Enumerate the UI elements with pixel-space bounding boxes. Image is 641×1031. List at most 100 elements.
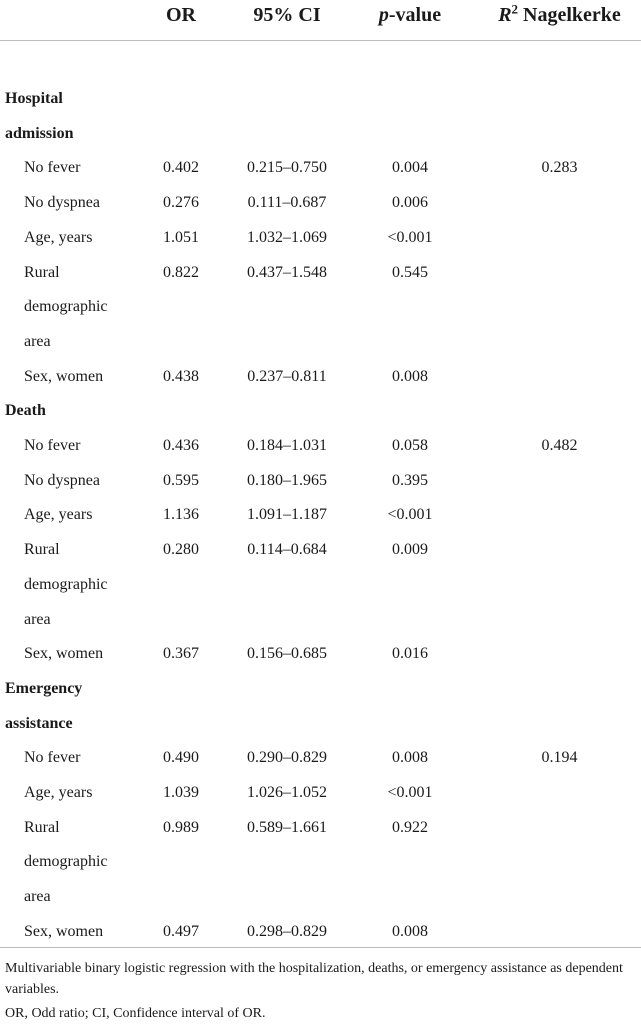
- cell-or: 0.595: [163, 471, 199, 489]
- cell-ci: 0.156–0.685: [247, 645, 327, 663]
- table-row: Rural 0.280 0.114–0.684 0.009: [0, 533, 641, 568]
- cell-or: 0.436: [163, 437, 199, 454]
- table-row: No dyspnea 0.276 0.111–0.687 0.006: [0, 186, 641, 221]
- footnote-abbreviations: OR, Odd ratio; CI, Confidence interval o…: [5, 1006, 266, 1021]
- row-label: Age, years: [24, 228, 93, 246]
- row-label: Sex, women: [24, 645, 104, 663]
- header-p-italic: p: [378, 4, 389, 26]
- cell-p-value: 0.922: [392, 818, 428, 836]
- cell-or: 1.051: [163, 228, 199, 246]
- header-p-value: p-value: [360, 4, 460, 27]
- section-label: admission: [5, 124, 74, 142]
- header-r2-sup: 2: [511, 1, 519, 17]
- cell-p-value: <0.001: [387, 506, 433, 524]
- header-or: OR: [166, 4, 196, 26]
- row-label: area: [24, 332, 51, 350]
- cell-p-value: 0.004: [392, 159, 428, 177]
- cell-or: 1.039: [163, 784, 199, 801]
- cell-ci: 0.290–0.829: [247, 749, 327, 767]
- cell-or: 0.490: [163, 749, 199, 767]
- header-p-rest: -value: [388, 4, 442, 26]
- cell-r2: 0.194: [541, 749, 578, 767]
- cell-or: 0.438: [163, 367, 199, 385]
- cell-ci: 0.298–0.829: [247, 922, 327, 940]
- cell-or: 0.989: [163, 818, 199, 836]
- row-label: Rural: [24, 263, 60, 281]
- section-row: admission: [0, 117, 641, 152]
- row-label: demographic: [24, 853, 108, 871]
- cell-or: 0.497: [163, 922, 199, 940]
- cell-or: 1.136: [163, 506, 199, 524]
- cell-ci: 0.180–1.965: [247, 471, 327, 489]
- section-label: Hospital: [5, 90, 63, 107]
- table-row: Age, years 1.136 1.091–1.187 <0.001: [0, 498, 641, 533]
- row-label: No dyspnea: [24, 471, 100, 489]
- cell-p-value: 0.008: [392, 922, 428, 940]
- row-label: No fever: [24, 159, 81, 177]
- table-row: No fever 0.490 0.290–0.829 0.008 0.194: [0, 741, 641, 776]
- row-label: Rural: [24, 818, 60, 836]
- table-row: area: [0, 880, 641, 915]
- cell-p-value: 0.395: [392, 471, 428, 489]
- row-label: No dyspnea: [24, 194, 100, 212]
- row-label: Age, years: [24, 506, 93, 524]
- row-label: Age, years: [24, 784, 93, 801]
- table-row: demographic: [0, 290, 641, 325]
- cell-ci: 0.215–0.750: [247, 159, 327, 177]
- row-label: area: [24, 610, 51, 628]
- cell-r2: 0.283: [541, 159, 578, 177]
- table-row: demographic: [0, 568, 641, 603]
- row-label: demographic: [24, 575, 108, 593]
- row-label: area: [24, 888, 51, 906]
- cell-or: 0.276: [163, 194, 199, 212]
- table-row: Age, years 1.039 1.026–1.052 <0.001: [0, 776, 641, 811]
- cell-p-value: <0.001: [387, 228, 433, 246]
- row-label: Sex, women: [24, 922, 104, 940]
- section-row: Hospital: [0, 82, 641, 117]
- table-header: OR 95% CI p-value R2 Nagelkerke: [0, 0, 641, 41]
- cell-ci: 0.237–0.811: [247, 367, 327, 385]
- row-label: No fever: [24, 437, 81, 454]
- cell-or: 0.402: [163, 159, 199, 177]
- header-r2-base: R: [498, 4, 512, 26]
- row-label: No fever: [24, 749, 81, 767]
- table-row: No fever 0.436 0.184–1.031 0.058 0.482: [0, 429, 641, 464]
- cell-p-value: 0.009: [392, 541, 428, 559]
- row-label: Sex, women: [24, 367, 104, 385]
- table-row: Age, years 1.051 1.032–1.069 <0.001: [0, 221, 641, 256]
- table-row: Sex, women 0.367 0.156–0.685 0.016: [0, 637, 641, 672]
- cell-ci: 0.114–0.684: [247, 541, 327, 559]
- cell-or: 0.367: [163, 645, 199, 663]
- cell-p-value: 0.058: [392, 437, 428, 454]
- table-row: Rural 0.989 0.589–1.661 0.922: [0, 811, 641, 846]
- table-row: area: [0, 325, 641, 360]
- header-r2-rest: Nagelkerke: [518, 4, 621, 26]
- table-bottom-rule: [0, 947, 641, 948]
- cell-ci: 1.091–1.187: [247, 506, 327, 524]
- cell-ci: 0.589–1.661: [247, 818, 327, 836]
- cell-or: 0.280: [163, 541, 199, 559]
- section-row: Emergency: [0, 672, 641, 707]
- cell-or: 0.822: [163, 263, 199, 281]
- cell-ci: 1.026–1.052: [247, 784, 327, 801]
- cell-p-value: 0.008: [392, 367, 428, 385]
- cell-p-value: 0.545: [392, 263, 428, 281]
- section-label: Emergency: [5, 679, 83, 697]
- table-row: demographic: [0, 845, 641, 880]
- table-row: Sex, women 0.497 0.298–0.829 0.008: [0, 915, 641, 950]
- cell-p-value: 0.016: [392, 645, 428, 663]
- cell-p-value: 0.006: [392, 194, 428, 212]
- section-row: Death: [0, 394, 641, 429]
- row-label: Rural: [24, 541, 60, 559]
- table-row: Sex, women 0.438 0.237–0.811 0.008: [0, 360, 641, 395]
- section-row: assistance: [0, 707, 641, 742]
- row-label: demographic: [24, 298, 108, 316]
- section-label: assistance: [5, 714, 73, 732]
- table-row: No fever 0.402 0.215–0.750 0.004 0.283: [0, 151, 641, 186]
- cell-p-value: <0.001: [387, 784, 433, 801]
- header-ci: 95% CI: [253, 4, 321, 26]
- cell-p-value: 0.008: [392, 749, 428, 767]
- footnote-method: Multivariable binary logistic regression…: [5, 961, 623, 997]
- cell-ci: 0.437–1.548: [247, 263, 327, 281]
- cell-r2: 0.482: [541, 437, 578, 454]
